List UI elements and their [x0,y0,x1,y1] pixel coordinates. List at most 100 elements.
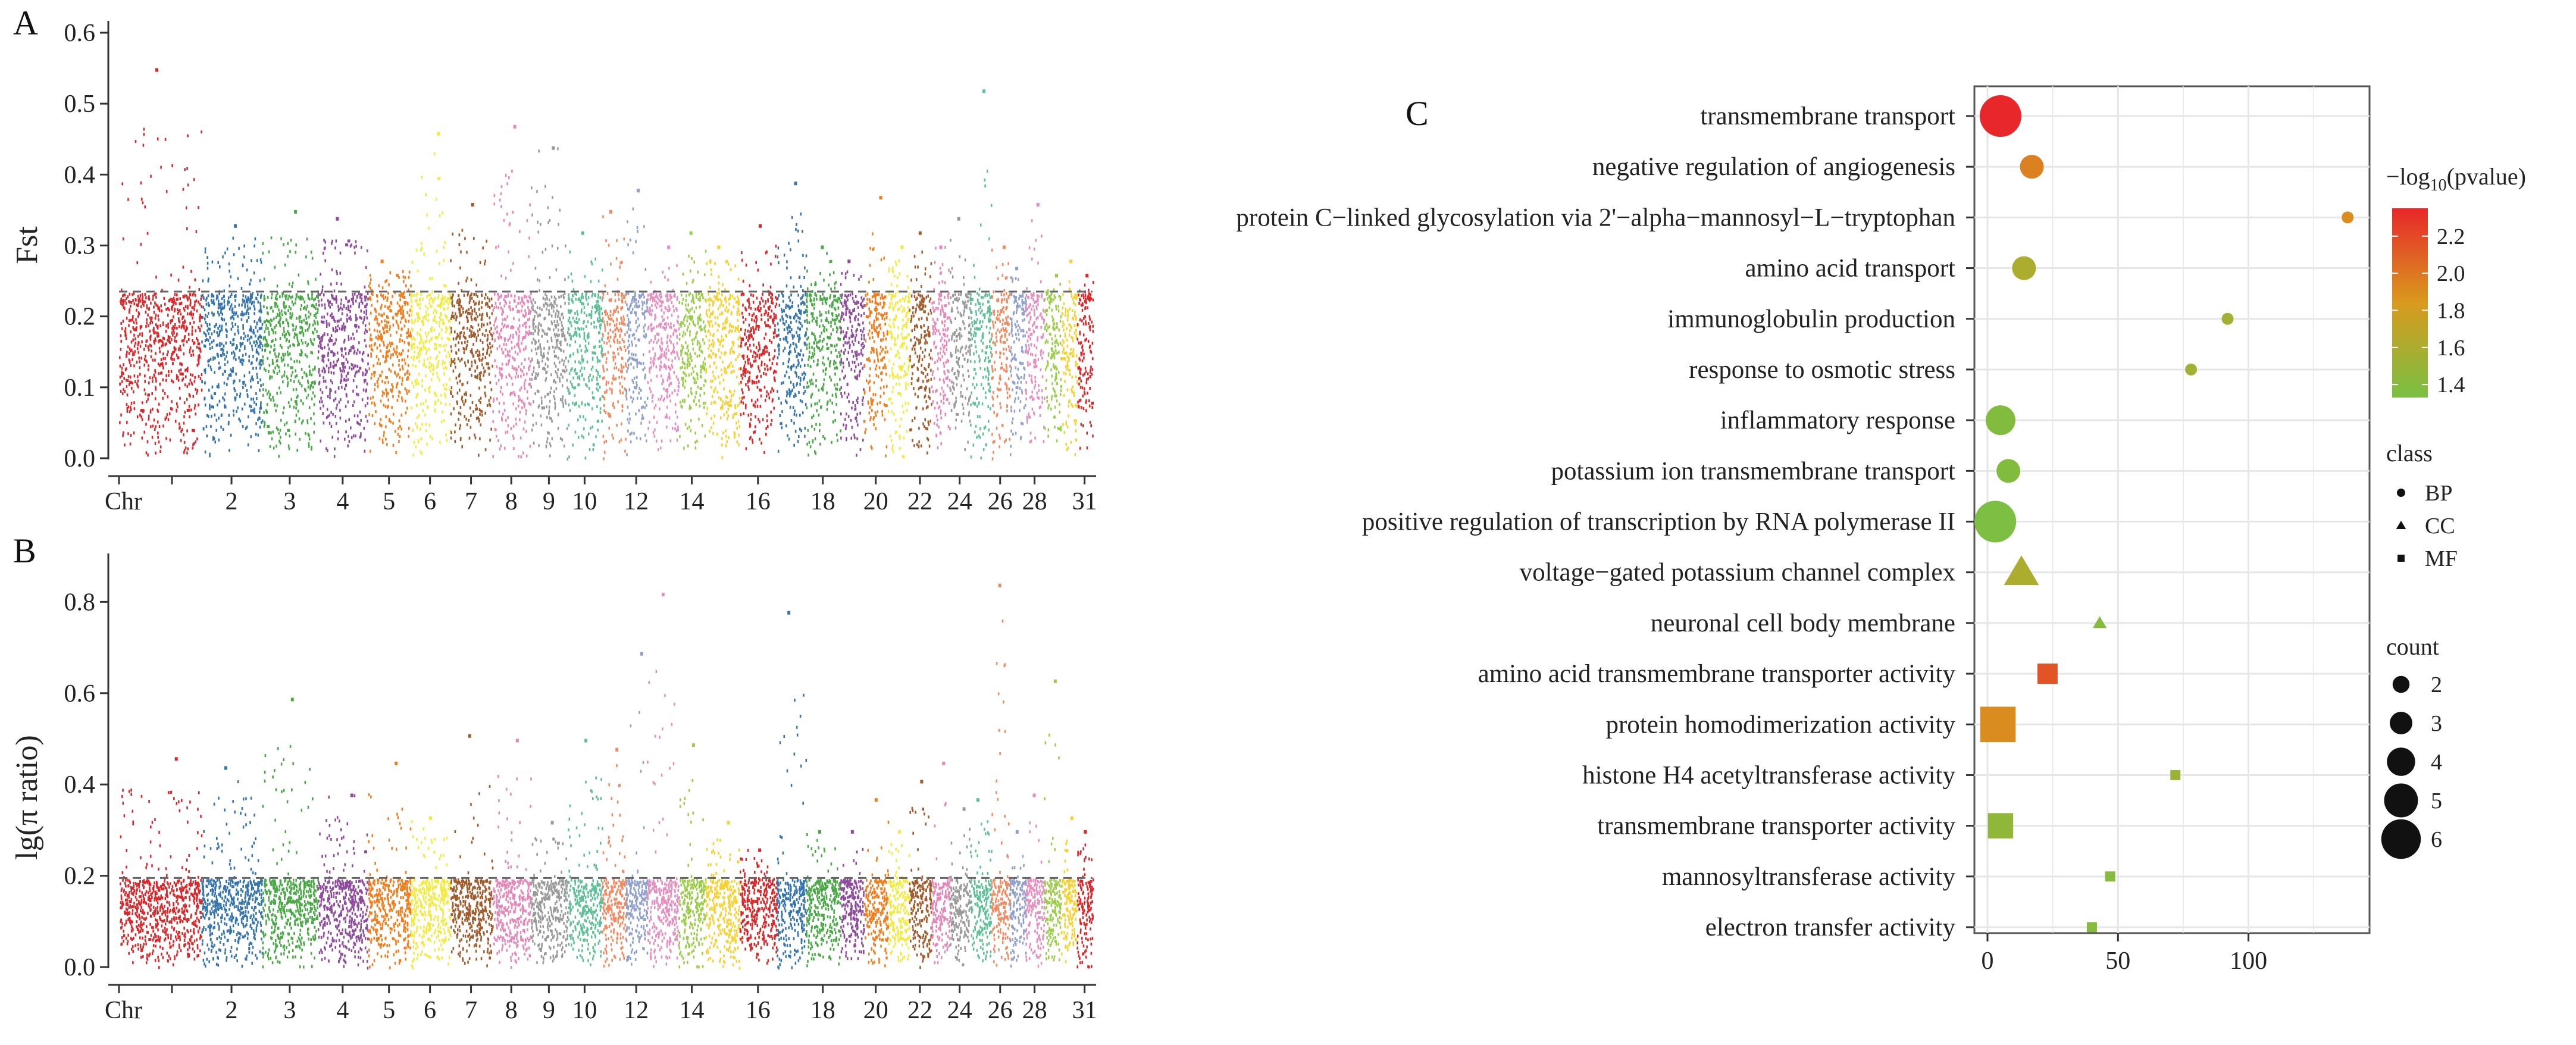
pi-y-tick-label: 0.8 [64,589,96,616]
fst-y-tick-label: 0.6 [64,20,96,47]
chromosome-24-points [950,807,972,966]
chromosome-20-points [864,798,890,968]
class-legend-label-cc: CC [2425,514,2455,539]
panel-label-b: B [13,531,36,570]
fst-y-tick-label: 0.1 [64,374,96,402]
chromosome-16-points [739,848,778,965]
pi-x-tick-label-31: 31 [1072,997,1097,1024]
chromosome-17-points [777,182,807,453]
chromosome-24-points [949,217,972,451]
term-point-mf [1980,706,2016,742]
chromosome-14-points [678,231,707,450]
chromosome-26-points [991,583,1011,967]
pi-x-tick-label-4: 4 [336,997,349,1024]
pi-y-tick-label: 0.0 [64,954,96,981]
chromosome-3-points [262,697,319,969]
fst-x-tick-label-31: 31 [1072,488,1097,515]
term-label: voltage−gated potassium channel complex [1520,559,1955,587]
chromosome-31-points [1076,274,1094,450]
chromosome-30-points [1060,816,1078,963]
pi-x-tick-label-7: 7 [465,997,477,1024]
panel-label-c: C [1406,94,1429,133]
fst-x-tick-label-3: 3 [283,488,296,515]
chromosome-14-points [678,743,707,969]
plot-background [1973,85,2371,934]
term-label: protein homodimerization activity [1605,711,1955,739]
chromosome-5-points [368,761,412,969]
x-axis: 0 50 100 [1982,933,2267,975]
term-point-mf [1987,813,2014,838]
term-point-cc [2004,555,2039,586]
count-legend-symbol [2387,747,2415,776]
chromosome-10-points [568,739,603,966]
count-legend-label: 4 [2431,750,2442,775]
term-point-bp [1974,500,2017,543]
fst-x-tick-label-12: 12 [624,488,649,515]
chromosome-15-points [705,245,741,459]
chromosome-21-points [888,830,910,962]
chromosome-28-points [1025,793,1046,968]
chromosome-31-points [1076,830,1094,969]
fst-x-tick-label-5: 5 [383,488,395,515]
pi-x-tick-label-3: 3 [283,997,296,1024]
class-legend-symbol-bp [2397,489,2405,497]
chromosome-26-points [991,245,1011,461]
pi-x-tick-label-10: 10 [572,997,597,1024]
x-tick-label: 50 [2105,947,2130,975]
color-tick-label: 1.4 [2437,373,2465,398]
chromosome-6-points [410,816,452,970]
pi-y-tick-label: 0.2 [64,863,96,890]
chromosome-19-points [840,259,865,457]
pi-x-tick-label-12: 12 [624,997,649,1024]
chromosome-16-points [740,224,778,454]
class-legend: class BP CC MF [2386,440,2458,571]
term-label: protein C−linked glycosylation via 2'−al… [1236,204,1955,231]
fst-y-tick-label: 0.3 [64,233,96,260]
chromosome-19-points [840,830,865,960]
fst-x-tick-label-2: 2 [226,488,238,515]
color-tick-label: 1.8 [2437,298,2465,323]
term-point-mf [2037,664,2058,684]
term-label: positive regulation of transcription by … [1362,508,1955,536]
manhattan-plot-pi-ratio: lg(π ratio) 0.0 0.2 0.4 0.6 0.8 Chr 2 3 4 5 6 7 8 9 10… [10,553,1097,1024]
fst-x-tick-label-7: 7 [465,488,477,515]
chromosome-18-points [806,245,842,457]
term-label: neuronal cell body membrane [1651,609,1955,637]
term-label: amino acid transmembrane transporter act… [1478,660,1956,688]
term-point-bp [2012,256,2036,280]
class-legend-title: class [2386,440,2433,467]
fst-x-tick-label-10: 10 [572,488,597,515]
chromosome-7-points [450,203,493,457]
chromosome-28-points [1025,203,1046,444]
chromosome-11-points [602,747,627,968]
term-point-bp [2020,155,2044,179]
chromosome-15-points [705,821,741,970]
chromosome-20-points [863,196,889,458]
chromosome-11-points [602,209,627,461]
chromosome-4-points [317,217,369,458]
go-enrichment-plot: transmembrane transport negative regulati… [1236,85,2526,975]
fst-x-tick-label-28: 28 [1022,488,1047,515]
pi-x-tick-label-26: 26 [988,997,1013,1024]
term-labels: transmembrane transport negative regulati… [1236,102,1974,941]
fst-x-tick-label-26: 26 [988,488,1013,515]
chromosome-29-points [1044,274,1062,443]
chromosome-30-points [1061,259,1078,456]
chromosome-5-points [368,259,412,454]
color-tick-label: 1.6 [2437,336,2465,361]
count-legend-symbol [2381,819,2421,859]
bubble-points [1974,95,2354,933]
term-label: immunoglobulin production [1667,305,1955,333]
fst-x-tick-label-9: 9 [543,488,555,515]
chromosome-4-points [317,793,370,970]
pi-x-tick-label-16: 16 [746,997,771,1024]
chromosome-18-points [806,830,842,968]
fst-x-tick-label-18: 18 [810,488,835,515]
term-label: amino acid transport [1745,255,1956,283]
chromosome-22-points [909,231,932,455]
count-legend-label: 2 [2431,672,2442,697]
term-point-bp [2221,312,2234,325]
fst-points [119,68,1094,461]
chromosome-8-points [492,124,532,459]
y-axis-title-pi-ratio: lg(π ratio) [10,735,44,860]
